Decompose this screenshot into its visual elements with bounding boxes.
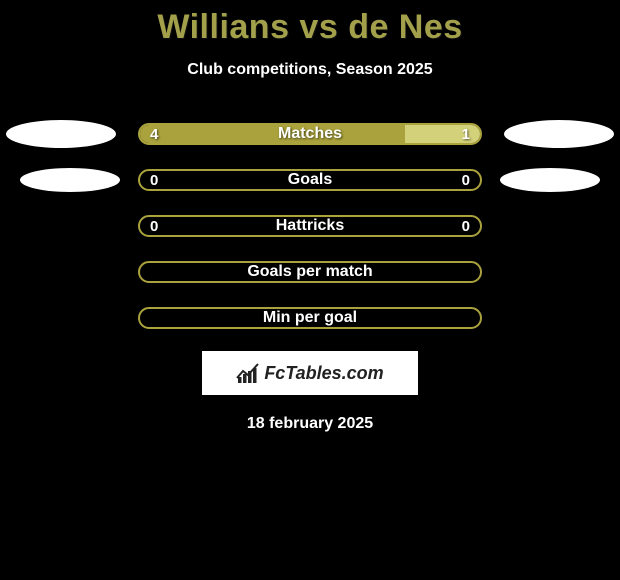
stat-bar: 0 0 Hattricks [138, 215, 482, 237]
stat-value-left: 0 [150, 172, 158, 189]
stat-label: Goals per match [247, 263, 372, 281]
logo-text: FcTables.com [264, 363, 383, 384]
stat-bar: Min per goal [138, 307, 482, 329]
bar-fill-left [140, 125, 405, 143]
stat-label: Matches [278, 125, 342, 143]
stat-value-left: 0 [150, 218, 158, 235]
player-badge-right [500, 168, 600, 192]
chart-icon [236, 363, 260, 383]
stat-value-right: 0 [462, 218, 470, 235]
stat-label: Goals [288, 171, 332, 189]
date-label: 18 february 2025 [0, 415, 620, 433]
comparison-rows: 4 1 Matches 0 0 Goals 0 0 Hattricks Goals per mat… [0, 123, 620, 329]
stat-bar: 4 1 Matches [138, 123, 482, 145]
stat-value-left: 4 [150, 126, 158, 143]
stat-value-right: 1 [462, 126, 470, 143]
stat-bar: 0 0 Goals [138, 169, 482, 191]
stat-bar: Goals per match [138, 261, 482, 283]
stat-label: Min per goal [263, 309, 357, 327]
player-badge-left [6, 120, 116, 148]
stat-row: 0 0 Goals [0, 169, 620, 191]
stat-row: Min per goal [0, 307, 620, 329]
stat-value-right: 0 [462, 172, 470, 189]
subtitle: Club competitions, Season 2025 [0, 61, 620, 79]
logo-box: FcTables.com [202, 351, 418, 395]
stat-label: Hattricks [276, 217, 344, 235]
stat-row: Goals per match [0, 261, 620, 283]
player-badge-left [20, 168, 120, 192]
stat-row: 4 1 Matches [0, 123, 620, 145]
player-badge-right [504, 120, 614, 148]
page-title: Willians vs de Nes [0, 0, 620, 47]
stat-row: 0 0 Hattricks [0, 215, 620, 237]
